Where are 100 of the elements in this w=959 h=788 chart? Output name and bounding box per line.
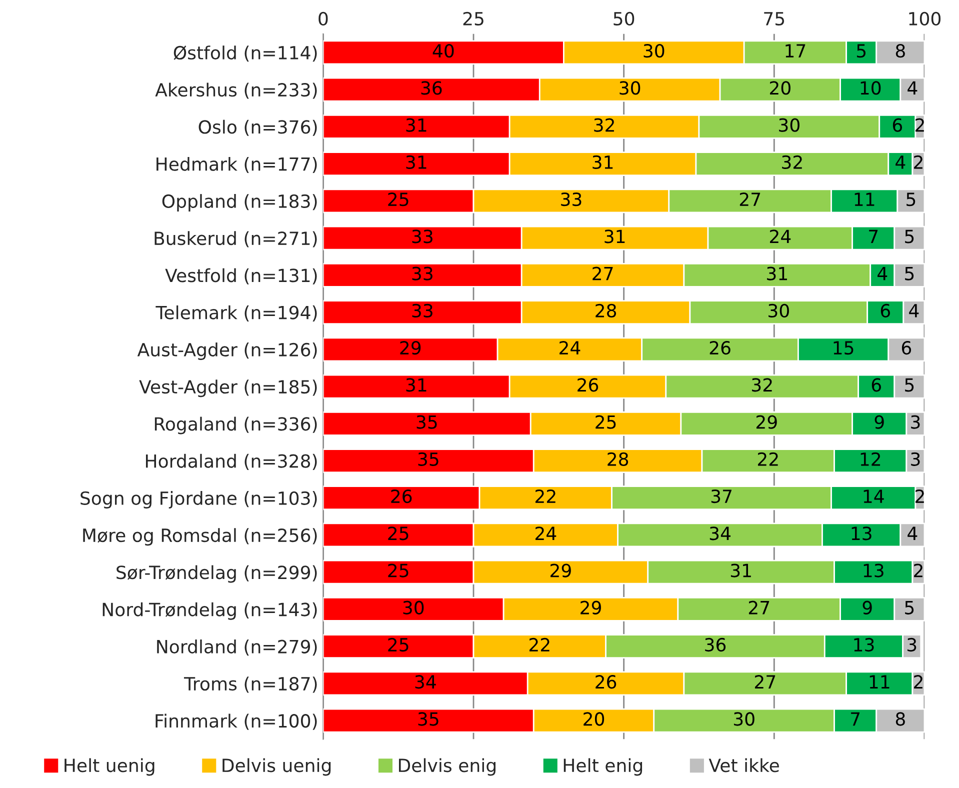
data-label: 6 <box>892 118 902 132</box>
data-label: 20 <box>584 712 604 726</box>
data-label: 3 <box>911 452 920 466</box>
data-label: 36 <box>421 81 442 95</box>
data-label: 26 <box>710 340 730 355</box>
y-tick-label: Rogaland (n=336) <box>154 416 317 434</box>
data-label: 5 <box>906 192 916 206</box>
data-label: 35 <box>416 415 437 429</box>
data-label: 33 <box>412 230 432 244</box>
data-label: 31 <box>767 266 787 280</box>
data-label: 30 <box>768 304 789 318</box>
data-label: 25 <box>388 564 408 578</box>
data-label: 5 <box>905 378 914 392</box>
data-label: 4 <box>908 526 918 540</box>
data-label: 7 <box>869 230 878 244</box>
data-label: 15 <box>834 341 854 355</box>
y-tick-label: Sogn og Fjordane (n=103) <box>80 491 317 508</box>
data-label: 22 <box>529 638 550 652</box>
data-label: 25 <box>388 192 408 206</box>
data-label: 3 <box>911 415 920 429</box>
data-label: 7 <box>851 712 860 726</box>
data-label: 26 <box>391 489 412 504</box>
x-tick-label: 100 <box>909 12 941 26</box>
data-label: 33 <box>561 192 582 206</box>
data-label: 24 <box>560 340 580 354</box>
data-label: 40 <box>432 44 454 58</box>
data-label: 27 <box>754 675 776 688</box>
data-label: 4 <box>908 81 918 95</box>
y-tick-label: Vestfold (n=131) <box>165 268 317 284</box>
y-tick-label: Nord-Trøndelag (n=143) <box>102 602 317 620</box>
data-label: 26 <box>596 675 616 689</box>
y-tick-label: Buskerud (n=271) <box>154 231 317 248</box>
data-label: 29 <box>400 340 421 355</box>
data-label: 31 <box>406 155 426 170</box>
data-label: 11 <box>854 192 874 206</box>
data-label: 30 <box>779 118 800 132</box>
data-label: 2 <box>914 675 922 688</box>
data-label: 32 <box>782 155 802 170</box>
data-label: 31 <box>604 230 625 244</box>
data-label: 5 <box>905 601 914 614</box>
data-label: 28 <box>608 452 628 466</box>
data-label: 4 <box>896 156 906 169</box>
y-tick-label: Akershus (n=233) <box>155 82 317 99</box>
y-tick-label: Vest-Agder (n=185) <box>139 380 317 398</box>
data-label: 27 <box>740 192 760 206</box>
data-label: 5 <box>905 266 914 280</box>
data-label: 26 <box>578 378 598 392</box>
data-label: 22 <box>758 452 778 466</box>
data-label: 32 <box>594 118 614 132</box>
data-label: 2 <box>914 155 922 169</box>
data-label: 6 <box>902 340 912 355</box>
y-tick-label: Aust-Agder (n=126) <box>137 342 317 360</box>
data-label: 17 <box>786 44 806 58</box>
data-label: 35 <box>418 452 438 466</box>
data-label: 34 <box>710 526 731 540</box>
data-label: 29 <box>550 564 571 578</box>
data-label: 34 <box>415 675 436 689</box>
data-label: 32 <box>752 378 772 392</box>
data-label: 11 <box>870 675 890 688</box>
data-label: 4 <box>909 304 919 318</box>
data-label: 4 <box>878 266 888 280</box>
data-label: 6 <box>872 378 881 392</box>
data-label: 25 <box>388 526 408 540</box>
data-label: 10 <box>860 81 881 95</box>
y-tick-label: Hordaland (n=328) <box>146 454 317 470</box>
data-label: 36 <box>705 638 726 652</box>
data-label: 8 <box>896 44 905 58</box>
data-label: 22 <box>535 489 556 503</box>
x-tick-label: 75 <box>764 12 784 26</box>
data-label: 31 <box>730 564 751 578</box>
y-tick-label: Møre og Romsdal (n=256) <box>83 528 317 546</box>
data-label: 28 <box>596 304 616 318</box>
legend-label: Vet ikke <box>708 758 779 772</box>
data-label: 29 <box>756 415 777 429</box>
data-label: 37 <box>711 489 732 504</box>
data-label: 13 <box>854 638 874 652</box>
y-tick-label: Oppland (n=183) <box>162 194 317 212</box>
data-label: 30 <box>734 712 754 726</box>
data-label: 25 <box>596 415 616 429</box>
data-label: 30 <box>403 600 424 614</box>
data-label: 31 <box>592 155 613 170</box>
data-label: 8 <box>896 712 905 726</box>
data-label: 9 <box>874 415 884 429</box>
y-tick-label: Sør-Trøndelag (n=299) <box>116 565 317 583</box>
y-tick-label: Finnmark (n=100) <box>156 714 317 730</box>
data-label: 31 <box>406 118 426 132</box>
data-label: 27 <box>592 266 613 280</box>
data-label: 31 <box>406 378 426 392</box>
y-tick-label: Østfold (n=114) <box>174 46 317 62</box>
data-label: 29 <box>580 600 601 614</box>
data-label: 5 <box>905 230 914 244</box>
data-label: 3 <box>907 638 916 652</box>
data-label: 12 <box>860 452 880 466</box>
legend-label: Delvis enig <box>398 758 496 776</box>
data-label: 5 <box>856 44 866 58</box>
legend-label: Delvis uenig <box>222 758 331 776</box>
data-label: 33 <box>412 266 432 280</box>
data-label: 24 <box>535 526 556 540</box>
data-label: 2 <box>916 489 924 503</box>
data-label: 30 <box>620 81 640 95</box>
